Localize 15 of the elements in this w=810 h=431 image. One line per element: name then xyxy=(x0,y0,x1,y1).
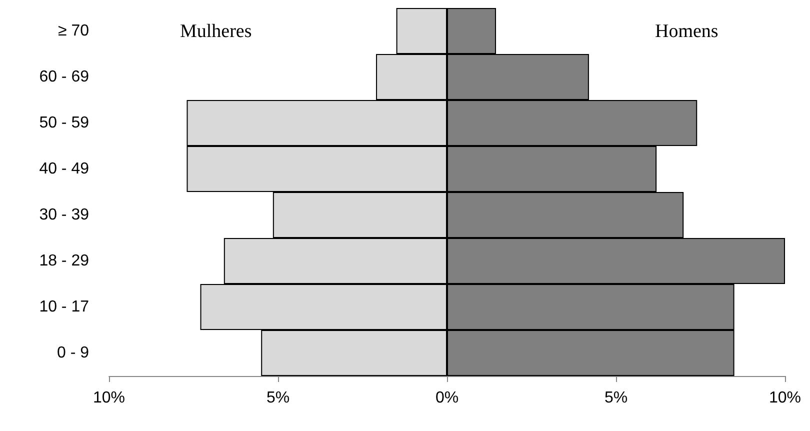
y-tick-label: ≥ 70 xyxy=(58,22,90,40)
x-tick-label: 0% xyxy=(435,390,459,406)
x-tick-label: 5% xyxy=(266,390,290,406)
y-tick-label: 10 - 17 xyxy=(39,298,90,316)
y-tick-label: 30 - 39 xyxy=(39,206,90,224)
x-tick-label: 5% xyxy=(604,390,628,406)
x-tick-label: 10% xyxy=(768,390,802,406)
x-tick-label: 10% xyxy=(92,390,126,406)
y-tick-label: 0 - 9 xyxy=(56,344,90,362)
text: Mulheres xyxy=(180,21,252,42)
text: Homens xyxy=(655,21,718,42)
y-tick-label: 60 - 69 xyxy=(39,68,90,86)
y-tick-label: 40 - 49 xyxy=(39,160,90,178)
y-tick-label: 50 - 59 xyxy=(39,114,90,132)
y-tick-label: 18 - 29 xyxy=(39,252,90,270)
